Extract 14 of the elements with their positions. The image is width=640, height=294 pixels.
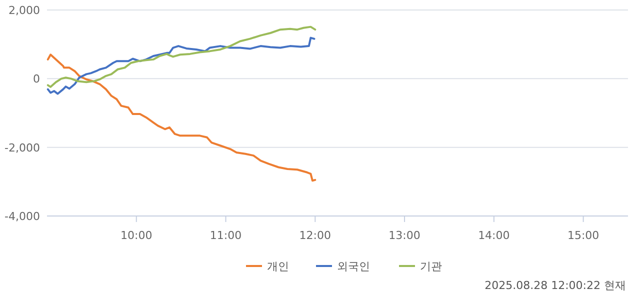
y-tick-label: -2,000 [4, 141, 40, 154]
x-tick-label: 11:00 [210, 229, 242, 242]
y-tick-label: 0 [33, 72, 40, 86]
legend-label: 외국인 [337, 260, 370, 273]
y-tick-label: -4,000 [4, 210, 40, 223]
legend-label: 개인 [267, 260, 289, 273]
x-tick-label: 14:00 [478, 229, 510, 242]
x-tick-label: 10:00 [120, 229, 152, 242]
y-tick-label: 2,000 [8, 4, 40, 17]
text: 2025.08.28 12:00:22 현재 [484, 279, 626, 292]
x-tick-label: 13:00 [388, 229, 420, 242]
x-tick-label: 15:00 [567, 229, 600, 242]
legend-label: 기관 [420, 260, 442, 273]
x-tick-label: 12:00 [299, 229, 332, 242]
